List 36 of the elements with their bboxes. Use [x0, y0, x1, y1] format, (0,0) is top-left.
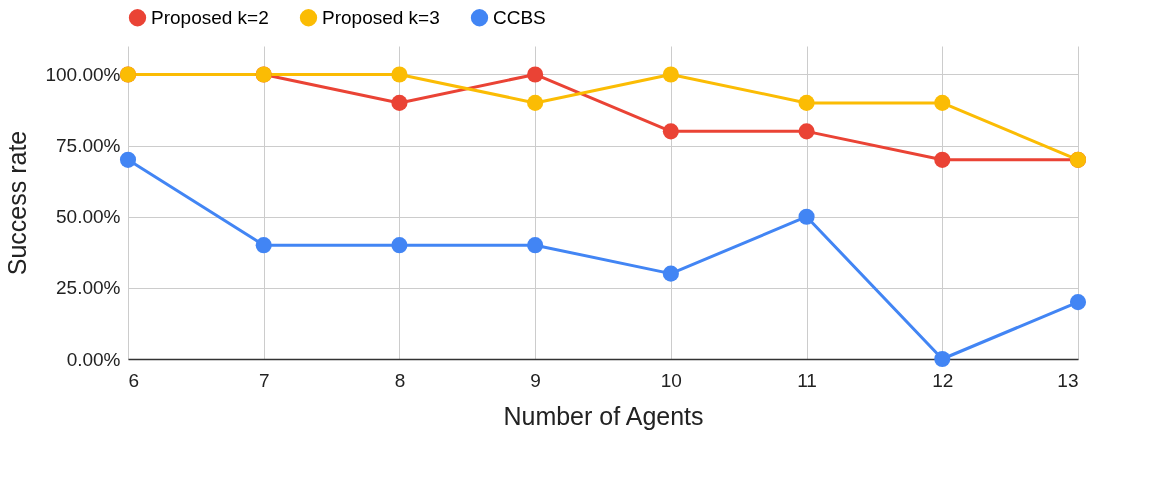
point: [527, 237, 544, 254]
point: [662, 265, 679, 282]
x-tick-label: 7: [258, 369, 270, 391]
x-axis-title: Number of Agents: [503, 401, 704, 430]
point: [255, 237, 272, 254]
point: [662, 66, 679, 83]
point: [934, 350, 951, 368]
x-tick-label: 8: [394, 369, 406, 391]
legend-label: Proposed k=3: [322, 6, 440, 28]
point: [1069, 294, 1087, 311]
point: [798, 94, 815, 111]
y-tick-label: 0.00%: [66, 348, 121, 370]
legend-label: Proposed k=2: [151, 6, 269, 28]
point: [934, 151, 951, 168]
x-tick-label: 13: [1057, 369, 1079, 391]
point: [527, 94, 544, 111]
point: [798, 208, 815, 225]
x-tick-label: 10: [660, 369, 682, 391]
point: [527, 66, 544, 83]
legend-label: CCBS: [493, 6, 546, 28]
x-tick-label: 9: [530, 369, 541, 391]
point: [662, 123, 679, 140]
point: [391, 94, 408, 111]
point: [119, 151, 137, 168]
point: [391, 237, 408, 254]
point: [391, 66, 408, 83]
y-axis-title: Success rate: [3, 130, 32, 276]
point: [934, 94, 951, 111]
y-tick-label: 50.00%: [56, 206, 121, 228]
x-tick-label: 6: [128, 369, 140, 391]
x-tick-label: 11: [797, 369, 817, 391]
y-tick-label: 100.00%: [45, 63, 121, 85]
point: [798, 123, 815, 140]
y-tick-label: 25.00%: [56, 277, 121, 299]
x-tick-label: 12: [932, 369, 954, 391]
y-tick-label: 75.00%: [56, 135, 121, 157]
